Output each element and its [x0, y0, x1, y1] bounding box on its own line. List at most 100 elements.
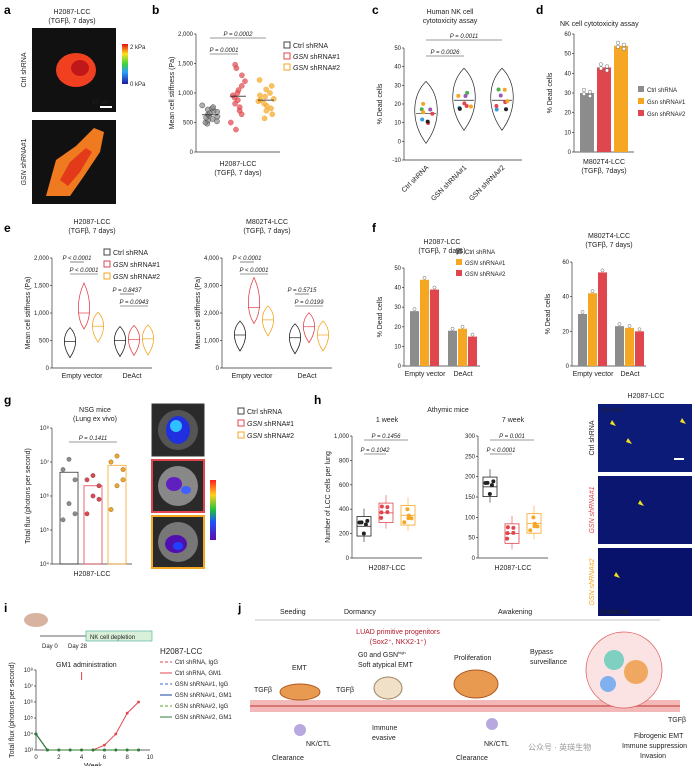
chart-h2-ytick-label: 0: [472, 556, 476, 562]
chart-e1-pvalue: P < 0.0001: [70, 268, 99, 274]
legend-e-gsn2-suffix: shRNA#2: [128, 274, 160, 281]
chart-d-point: [616, 44, 621, 49]
chart-b-ylabel: Mean cell stiffness (Pa): [169, 57, 176, 130]
chart-c-pvalue: P = 0.0026: [431, 50, 461, 56]
scale-bar: [100, 106, 112, 108]
chart-f2-bar: [578, 314, 587, 366]
chart-b-point: [235, 87, 242, 93]
chart-i-series: [35, 733, 139, 751]
chart-g-ylabel: Total flux (photons per second): [25, 448, 32, 544]
chart-c-ytick-label: 30: [394, 83, 401, 89]
legend-g-ctrl: Ctrl shRNA: [247, 409, 282, 416]
chart-e2: 0 1,000 2,000 3,000 4,000 Mean cell stiffness…: [195, 219, 332, 380]
nk-depletion-bar: [85, 630, 153, 642]
chart-c-ytick-label: 10: [394, 121, 401, 127]
chart-h2-ytick-label: 150: [465, 495, 476, 501]
chart-e2-ytick-label: 0: [216, 366, 220, 372]
panel-letter-a: a: [4, 3, 11, 17]
chart-c-point: [505, 99, 510, 104]
if-image-gsn1: [598, 476, 692, 544]
chart-c-ytick-label: 0: [398, 139, 402, 145]
chart-h1-point: [385, 510, 390, 515]
chart-d-bar: [614, 45, 628, 152]
lesion-cells-a: [604, 650, 624, 670]
if-row-ctrl: Ctrl shRNA: [589, 420, 596, 455]
panel-a: H2087-LCC (TGFβ, 7 days) Ctrl shRNA GSN …: [21, 9, 146, 204]
chart-e2-violin: [302, 312, 316, 344]
chart-i-ytick-label: 10⁶: [24, 699, 34, 706]
chart-g-ytick-label: 10⁵: [40, 527, 50, 534]
chart-b-point: [267, 90, 273, 96]
label-tgfb-2: TGFβ: [336, 687, 354, 694]
chart-h2-point: [531, 515, 536, 520]
chart-h1-point: [379, 510, 384, 515]
chart-b-point: [269, 111, 276, 118]
chart-f1-bar: [468, 336, 477, 366]
chart-g-point: [72, 477, 78, 483]
chart-d-ytick-label: 60: [564, 32, 571, 38]
chart-f2-point: [590, 289, 595, 294]
chart-h1-ytick-label: 600: [339, 483, 350, 489]
chart-c-violin: [452, 67, 476, 131]
outcome-1: Fibrogenic EMT: [634, 733, 684, 740]
chart-d-ytick-label: 50: [564, 52, 571, 58]
chart-e1-violin: [127, 324, 141, 357]
chart-c-point: [430, 111, 435, 116]
chart-h2-point: [489, 483, 494, 488]
legend-f-gsn2-prefix: GSN: [465, 272, 479, 278]
chart-c-title-2: cytotoxicity assay: [423, 18, 478, 25]
legend-b-ctrl-swatch: [283, 41, 291, 49]
panel-letter-b: b: [152, 3, 159, 17]
chart-i-point: [80, 748, 83, 752]
chart-f1-bar: [420, 279, 429, 366]
chart-i-xtick-label: 0: [34, 755, 38, 761]
legend-i-label: GSN shRNA#1, IgG: [175, 682, 229, 688]
chart-e2-pvalue: P < 0.0001: [233, 256, 262, 262]
legend-b-gsn1-suffix: shRNA#1: [308, 54, 340, 61]
chart-g-ytick-label: 10⁸: [40, 425, 50, 432]
legend-e-ctrl-swatch: [103, 248, 111, 256]
chart-h2-ytick-label: 200: [465, 475, 476, 481]
chart-g-bar: [83, 485, 103, 565]
legend-g-gsn2-suffix: shRNA#2: [262, 433, 294, 440]
chart-e1-ytick-label: 500: [39, 339, 50, 345]
chart-h1-pvalue: P = 0.1042: [361, 448, 391, 454]
chart-b-point: [262, 93, 268, 100]
legend-d-ctrl-swatch: [638, 86, 644, 92]
chart-c-point: [419, 107, 424, 112]
chart-e1-title-2: (TGFβ, 7 days): [68, 228, 115, 235]
chart-e1-ytick-label: 2,000: [34, 256, 50, 262]
chart-d-ytick-label: 20: [564, 111, 571, 117]
if-image-gsn2: [598, 548, 692, 616]
lesion-cells-c: [600, 676, 616, 692]
panel-letter-f: f: [372, 221, 377, 235]
lesion-cells-b: [624, 660, 648, 684]
chart-e2-violin: [261, 305, 275, 337]
chart-g-point: [66, 501, 72, 506]
panel-g-images: [151, 403, 216, 569]
chart-f1-bar: [430, 289, 439, 366]
chart-h2-xlabel: H2087-LCC: [495, 565, 532, 572]
chart-g-point: [114, 483, 120, 489]
legend-b-ctrl: Ctrl shRNA: [293, 43, 328, 50]
chart-f1-ytick-label: 50: [394, 266, 401, 272]
chart-e2-ytick-label: 4,000: [204, 256, 220, 262]
chart-i-point: [68, 748, 72, 752]
legend-g-gsn1-prefix: GSN: [247, 421, 263, 428]
legend-d: Ctrl shRNA Gsn shRNA#1 Gsn shRNA#2: [638, 86, 686, 118]
chart-c-category: GSN shRNA#2: [468, 164, 506, 202]
chart-h1-point: [405, 507, 410, 512]
panel-letter-i: i: [4, 601, 7, 615]
chart-e1-pvalue: P = 0.8437: [113, 288, 143, 294]
chart-c-point: [421, 101, 426, 106]
chart-h1-ytick-label: 1,000: [334, 434, 350, 440]
chart-d-point: [588, 89, 593, 94]
chart-f1-category: Empty vector: [405, 371, 447, 378]
legend-e-gsn1-swatch: [103, 260, 111, 268]
chart-c-point: [504, 107, 509, 112]
chart-b-point: [236, 104, 243, 110]
chart-c-point: [456, 93, 461, 98]
label-immune-1: Immune: [372, 725, 397, 732]
chart-d-point: [599, 62, 604, 67]
chart-f1: 0 10 20 30 40 50 % Dead cells H2087-LCC (TGFβ, 7…: [377, 239, 480, 378]
